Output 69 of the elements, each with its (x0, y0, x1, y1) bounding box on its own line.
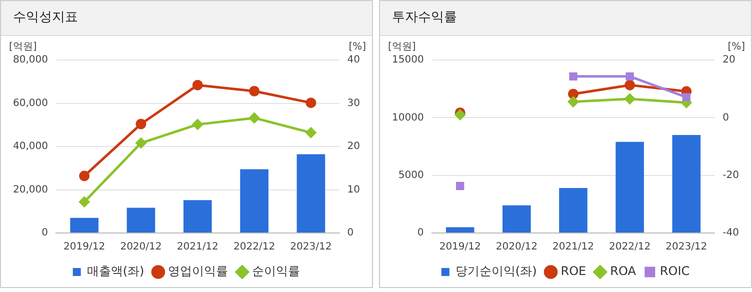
legend-label: ROE (560, 264, 586, 278)
bar (559, 188, 588, 232)
y-tick-label: 40,000 (12, 141, 48, 152)
x-tick-label: 2023/12 (666, 242, 708, 253)
bar (446, 227, 474, 232)
point (568, 88, 578, 100)
point (192, 119, 203, 130)
x-tick-label: 2020/12 (120, 242, 162, 253)
point (136, 118, 146, 130)
point (456, 182, 464, 190)
y-axis-title: [억원] (388, 42, 416, 53)
point (136, 138, 146, 148)
x-tick-label: 2022/12 (234, 242, 276, 253)
point (682, 93, 690, 102)
bar (672, 134, 701, 232)
x-tick-label: 2020/12 (496, 242, 538, 253)
y2-tick-label: 10 (347, 184, 360, 196)
y2-axis-title: [%] (728, 42, 746, 53)
legend-label: 영업이익률 (168, 264, 228, 278)
y2-tick-label: 0 (722, 112, 730, 124)
point (306, 127, 316, 138)
x-tick-label: 2022/12 (609, 242, 651, 253)
y-tick-label: 60,000 (12, 98, 48, 109)
y-axis-title: [억원] (9, 42, 37, 53)
point (306, 98, 316, 108)
y-tick-label: 20,000 (12, 184, 48, 196)
y2-tick-label: 30 (347, 98, 360, 109)
chart-title: 투자수익률 (380, 1, 751, 36)
bar (70, 218, 98, 232)
bar (126, 208, 156, 232)
point (624, 80, 636, 90)
y-tick-label: 0 (417, 228, 424, 239)
bar (502, 205, 531, 232)
y-tick-label: 10000 (392, 112, 424, 124)
point (79, 196, 90, 208)
point (624, 94, 636, 104)
x-tick-label: 2019/12 (439, 242, 481, 253)
bar (616, 142, 644, 232)
x-tick-label: 2019/12 (64, 242, 106, 253)
y2-tick-label: -40 (722, 228, 740, 239)
x-tick-label: 2023/12 (290, 242, 332, 253)
y2-tick-label: -20 (722, 170, 740, 181)
y2-tick-label: 40 (347, 54, 360, 66)
y-tick-label: 5000 (398, 170, 424, 181)
legend-label: ROIC (660, 264, 690, 278)
y2-tick-label: 0 (347, 228, 354, 239)
legend-label: ROA (610, 264, 637, 278)
y2-tick-label: 20 (347, 141, 360, 152)
legend-label: 매출액(좌) (86, 264, 144, 278)
legend-label: 순이익률 (252, 264, 300, 278)
x-tick-label: 2021/12 (552, 242, 594, 253)
point (568, 96, 578, 108)
bar (183, 200, 212, 232)
y2-tick-label: 20 (722, 54, 736, 66)
point (626, 72, 634, 81)
y2-axis-title: [%] (348, 42, 366, 53)
point (192, 80, 203, 90)
y-tick-label: 15000 (392, 54, 424, 66)
point (79, 170, 90, 182)
legend-label: 당기순이익(좌) (455, 264, 537, 278)
point (569, 72, 578, 81)
y-tick-label: 0 (42, 228, 48, 239)
bar (296, 154, 326, 232)
bar (240, 169, 268, 232)
chart-title: 수익성지표 (1, 1, 372, 36)
x-tick-label: 2021/12 (176, 242, 218, 253)
point (249, 112, 260, 124)
point (249, 86, 260, 96)
y-tick-label: 80,000 (12, 54, 48, 66)
